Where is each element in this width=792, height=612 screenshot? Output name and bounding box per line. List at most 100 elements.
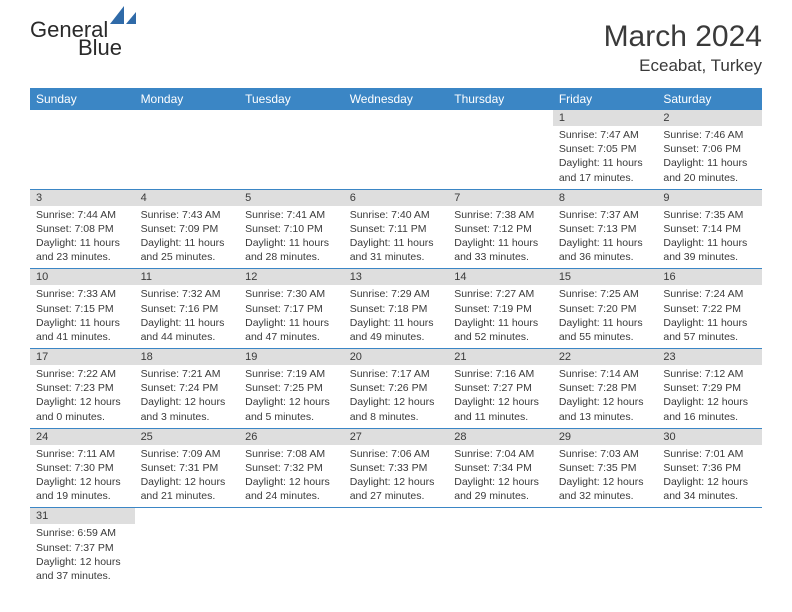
day-number: 8 <box>553 190 658 206</box>
logo-text-blue: Blue <box>78 35 122 60</box>
day-number: 28 <box>448 429 553 445</box>
day-details: Sunrise: 7:22 AMSunset: 7:23 PMDaylight:… <box>30 365 135 428</box>
calendar-cell: 28Sunrise: 7:04 AMSunset: 7:34 PMDayligh… <box>448 428 553 508</box>
day-details: Sunrise: 7:17 AMSunset: 7:26 PMDaylight:… <box>344 365 449 428</box>
day-details: Sunrise: 7:43 AMSunset: 7:09 PMDaylight:… <box>135 206 240 269</box>
day-number: 14 <box>448 269 553 285</box>
calendar-cell <box>135 110 240 189</box>
day-number: 22 <box>553 349 658 365</box>
calendar-cell: 24Sunrise: 7:11 AMSunset: 7:30 PMDayligh… <box>30 428 135 508</box>
day-details: Sunrise: 7:16 AMSunset: 7:27 PMDaylight:… <box>448 365 553 428</box>
day-number: 17 <box>30 349 135 365</box>
calendar-cell: 30Sunrise: 7:01 AMSunset: 7:36 PMDayligh… <box>657 428 762 508</box>
day-number: 27 <box>344 429 449 445</box>
calendar-week-row: 31Sunrise: 6:59 AMSunset: 7:37 PMDayligh… <box>30 508 762 587</box>
day-number: 30 <box>657 429 762 445</box>
calendar-cell: 27Sunrise: 7:06 AMSunset: 7:33 PMDayligh… <box>344 428 449 508</box>
day-details: Sunrise: 7:12 AMSunset: 7:29 PMDaylight:… <box>657 365 762 428</box>
day-details: Sunrise: 7:32 AMSunset: 7:16 PMDaylight:… <box>135 285 240 348</box>
calendar-week-row: 1Sunrise: 7:47 AMSunset: 7:05 PMDaylight… <box>30 110 762 189</box>
day-details: Sunrise: 7:01 AMSunset: 7:36 PMDaylight:… <box>657 445 762 508</box>
weekday-header: Monday <box>135 88 240 110</box>
weekday-header-row: SundayMondayTuesdayWednesdayThursdayFrid… <box>30 88 762 110</box>
calendar-cell: 12Sunrise: 7:30 AMSunset: 7:17 PMDayligh… <box>239 269 344 349</box>
day-details: Sunrise: 7:24 AMSunset: 7:22 PMDaylight:… <box>657 285 762 348</box>
day-number: 20 <box>344 349 449 365</box>
day-details: Sunrise: 7:04 AMSunset: 7:34 PMDaylight:… <box>448 445 553 508</box>
location: Eceabat, Turkey <box>604 56 762 76</box>
day-number: 13 <box>344 269 449 285</box>
day-details: Sunrise: 7:41 AMSunset: 7:10 PMDaylight:… <box>239 206 344 269</box>
day-details: Sunrise: 7:09 AMSunset: 7:31 PMDaylight:… <box>135 445 240 508</box>
day-number: 10 <box>30 269 135 285</box>
day-number: 24 <box>30 429 135 445</box>
day-details: Sunrise: 7:27 AMSunset: 7:19 PMDaylight:… <box>448 285 553 348</box>
calendar-cell: 4Sunrise: 7:43 AMSunset: 7:09 PMDaylight… <box>135 189 240 269</box>
calendar-cell: 29Sunrise: 7:03 AMSunset: 7:35 PMDayligh… <box>553 428 658 508</box>
weekday-header: Sunday <box>30 88 135 110</box>
calendar-cell <box>448 508 553 587</box>
weekday-header: Thursday <box>448 88 553 110</box>
day-number: 18 <box>135 349 240 365</box>
day-details: Sunrise: 7:37 AMSunset: 7:13 PMDaylight:… <box>553 206 658 269</box>
weekday-header: Friday <box>553 88 658 110</box>
calendar-cell <box>239 508 344 587</box>
day-number: 21 <box>448 349 553 365</box>
calendar-cell <box>553 508 658 587</box>
day-details: Sunrise: 7:21 AMSunset: 7:24 PMDaylight:… <box>135 365 240 428</box>
weekday-header: Wednesday <box>344 88 449 110</box>
day-number: 19 <box>239 349 344 365</box>
month-title: March 2024 <box>604 20 762 54</box>
weekday-header: Tuesday <box>239 88 344 110</box>
day-number: 4 <box>135 190 240 206</box>
day-details: Sunrise: 7:08 AMSunset: 7:32 PMDaylight:… <box>239 445 344 508</box>
logo-sail-icon <box>110 6 136 24</box>
calendar-cell: 23Sunrise: 7:12 AMSunset: 7:29 PMDayligh… <box>657 349 762 429</box>
day-details: Sunrise: 7:46 AMSunset: 7:06 PMDaylight:… <box>657 126 762 189</box>
calendar-cell: 5Sunrise: 7:41 AMSunset: 7:10 PMDaylight… <box>239 189 344 269</box>
calendar-cell: 25Sunrise: 7:09 AMSunset: 7:31 PMDayligh… <box>135 428 240 508</box>
day-details: Sunrise: 7:40 AMSunset: 7:11 PMDaylight:… <box>344 206 449 269</box>
day-details: Sunrise: 6:59 AMSunset: 7:37 PMDaylight:… <box>30 524 135 587</box>
day-number: 12 <box>239 269 344 285</box>
calendar-week-row: 17Sunrise: 7:22 AMSunset: 7:23 PMDayligh… <box>30 349 762 429</box>
calendar-cell: 7Sunrise: 7:38 AMSunset: 7:12 PMDaylight… <box>448 189 553 269</box>
calendar-cell: 1Sunrise: 7:47 AMSunset: 7:05 PMDaylight… <box>553 110 658 189</box>
day-details: Sunrise: 7:29 AMSunset: 7:18 PMDaylight:… <box>344 285 449 348</box>
day-number: 23 <box>657 349 762 365</box>
calendar-week-row: 10Sunrise: 7:33 AMSunset: 7:15 PMDayligh… <box>30 269 762 349</box>
calendar-cell: 15Sunrise: 7:25 AMSunset: 7:20 PMDayligh… <box>553 269 658 349</box>
day-number: 1 <box>553 110 658 126</box>
day-number: 15 <box>553 269 658 285</box>
day-number: 9 <box>657 190 762 206</box>
day-details: Sunrise: 7:11 AMSunset: 7:30 PMDaylight:… <box>30 445 135 508</box>
calendar-cell: 6Sunrise: 7:40 AMSunset: 7:11 PMDaylight… <box>344 189 449 269</box>
day-number: 2 <box>657 110 762 126</box>
calendar-cell: 31Sunrise: 6:59 AMSunset: 7:37 PMDayligh… <box>30 508 135 587</box>
calendar-table: SundayMondayTuesdayWednesdayThursdayFrid… <box>30 88 762 587</box>
calendar-cell: 21Sunrise: 7:16 AMSunset: 7:27 PMDayligh… <box>448 349 553 429</box>
day-details: Sunrise: 7:33 AMSunset: 7:15 PMDaylight:… <box>30 285 135 348</box>
day-number: 25 <box>135 429 240 445</box>
calendar-cell <box>448 110 553 189</box>
calendar-cell: 2Sunrise: 7:46 AMSunset: 7:06 PMDaylight… <box>657 110 762 189</box>
calendar-cell <box>344 508 449 587</box>
day-number: 11 <box>135 269 240 285</box>
calendar-cell: 14Sunrise: 7:27 AMSunset: 7:19 PMDayligh… <box>448 269 553 349</box>
calendar-cell: 16Sunrise: 7:24 AMSunset: 7:22 PMDayligh… <box>657 269 762 349</box>
day-number: 7 <box>448 190 553 206</box>
day-details: Sunrise: 7:14 AMSunset: 7:28 PMDaylight:… <box>553 365 658 428</box>
day-number: 31 <box>30 508 135 524</box>
calendar-cell: 13Sunrise: 7:29 AMSunset: 7:18 PMDayligh… <box>344 269 449 349</box>
day-number: 5 <box>239 190 344 206</box>
calendar-cell: 18Sunrise: 7:21 AMSunset: 7:24 PMDayligh… <box>135 349 240 429</box>
calendar-cell: 8Sunrise: 7:37 AMSunset: 7:13 PMDaylight… <box>553 189 658 269</box>
day-number: 3 <box>30 190 135 206</box>
day-details: Sunrise: 7:47 AMSunset: 7:05 PMDaylight:… <box>553 126 658 189</box>
calendar-cell: 19Sunrise: 7:19 AMSunset: 7:25 PMDayligh… <box>239 349 344 429</box>
calendar-cell: 17Sunrise: 7:22 AMSunset: 7:23 PMDayligh… <box>30 349 135 429</box>
calendar-cell <box>239 110 344 189</box>
day-details: Sunrise: 7:03 AMSunset: 7:35 PMDaylight:… <box>553 445 658 508</box>
calendar-cell <box>657 508 762 587</box>
calendar-cell: 26Sunrise: 7:08 AMSunset: 7:32 PMDayligh… <box>239 428 344 508</box>
